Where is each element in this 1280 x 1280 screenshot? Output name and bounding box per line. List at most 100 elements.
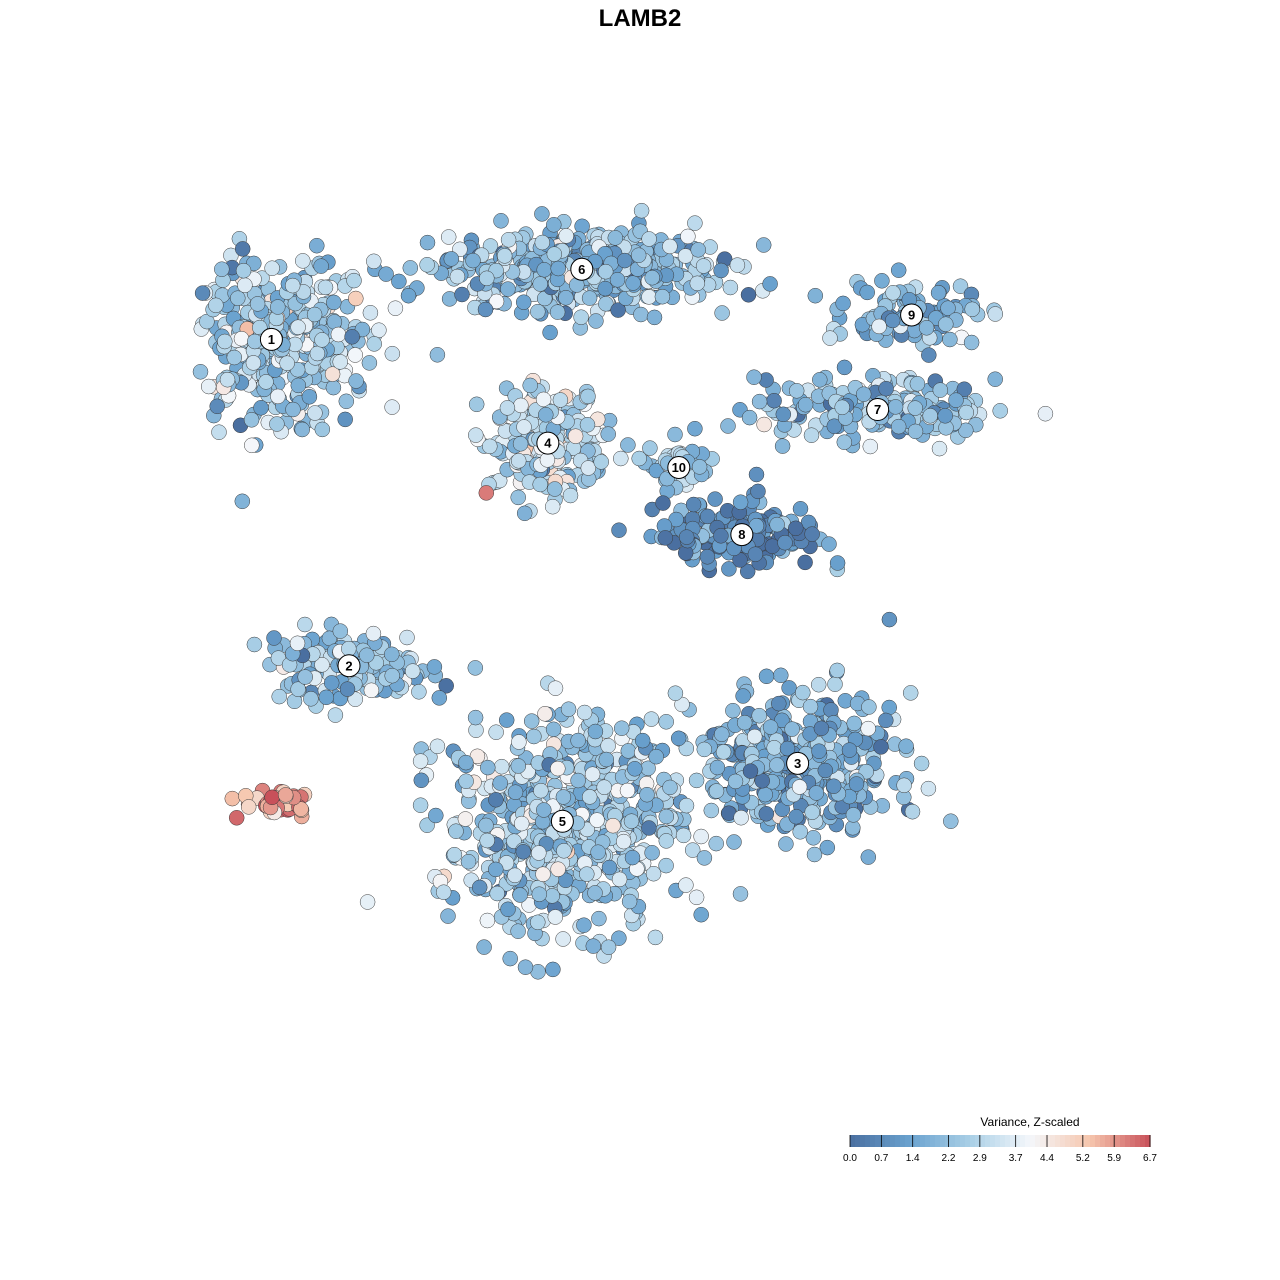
- scatter-point: [558, 228, 574, 244]
- scatter-point: [324, 366, 341, 382]
- legend-color-segment: [970, 1135, 976, 1147]
- scatter-point: [314, 332, 330, 348]
- scatter-point: [270, 299, 286, 315]
- scatter-point: [208, 297, 224, 314]
- scatter-point: [332, 623, 349, 639]
- scatter-point: [644, 845, 660, 861]
- scatter-point: [836, 434, 853, 450]
- scatter-point: [534, 234, 551, 251]
- scatter-point: [217, 333, 233, 350]
- scatter-point: [689, 275, 706, 292]
- scatter-point: [413, 772, 430, 789]
- scatter-point: [956, 381, 973, 397]
- scatter-point: [742, 763, 759, 779]
- legend-color-segment: [900, 1135, 906, 1147]
- scatter-point: [788, 520, 804, 537]
- scatter-point: [585, 938, 602, 954]
- scatter-point: [510, 489, 526, 506]
- scatter-point: [448, 823, 464, 839]
- scatter-point: [317, 279, 334, 296]
- scatter-point: [467, 709, 484, 726]
- scatter-point: [458, 754, 474, 771]
- scatter-point: [769, 757, 785, 773]
- legend-color-segment: [1125, 1135, 1131, 1147]
- scatter-point: [530, 303, 546, 320]
- scatter-point: [873, 739, 889, 755]
- scatter-point: [922, 408, 938, 424]
- scatter-point: [237, 277, 253, 293]
- scatter-point: [713, 262, 729, 279]
- scatter-point: [699, 549, 716, 565]
- legend-title: Variance, Z-scaled: [980, 1115, 1079, 1129]
- scatter-point: [987, 306, 1004, 322]
- scatter-point: [696, 850, 713, 866]
- legend-color-segment: [1065, 1135, 1071, 1147]
- scatter-point: [958, 404, 975, 421]
- scatter-point: [488, 724, 504, 740]
- scatter-point: [428, 807, 444, 824]
- scatter-point: [725, 702, 741, 719]
- scatter-point: [224, 790, 241, 807]
- scatter-point: [476, 939, 492, 955]
- scatter-point: [805, 830, 822, 846]
- scatter-point: [400, 287, 417, 304]
- scatter-point: [544, 498, 561, 515]
- legend-color-segment: [865, 1135, 871, 1147]
- legend-color-segment: [1135, 1135, 1141, 1147]
- scatter-point: [762, 276, 778, 292]
- legend-tick-label: 1.4: [906, 1153, 920, 1164]
- scatter-point: [909, 376, 926, 392]
- scatter-point: [746, 369, 762, 385]
- scatter-point: [513, 397, 529, 414]
- scatter-point: [861, 699, 877, 715]
- scatter-point: [904, 803, 921, 820]
- scatter-point: [641, 289, 657, 305]
- scatter-point: [399, 629, 415, 646]
- scatter-point: [739, 563, 756, 580]
- legend-color-segment: [935, 1135, 941, 1147]
- scatter-point: [387, 300, 404, 316]
- scatter-point: [270, 388, 286, 405]
- scatter-point: [512, 887, 528, 903]
- scatter-point: [536, 262, 552, 278]
- scatter-point: [271, 688, 287, 705]
- scatter-point: [584, 766, 601, 782]
- scatter-point: [600, 426, 616, 442]
- scatter-point: [597, 263, 614, 280]
- scatter-point: [346, 272, 362, 289]
- scatter-point: [802, 698, 819, 715]
- scatter-point: [318, 689, 335, 706]
- legend-color-segment: [875, 1135, 881, 1147]
- scatter-point: [435, 884, 452, 900]
- scatter-point: [500, 281, 516, 297]
- scatter-point: [338, 393, 355, 410]
- scatter-point: [878, 712, 894, 729]
- legend-color-segment: [1025, 1135, 1031, 1147]
- scatter-point: [748, 466, 765, 483]
- scatter-point: [547, 481, 563, 497]
- scatter-point: [836, 359, 853, 376]
- scatter-point: [678, 797, 695, 814]
- scatter-point: [881, 699, 897, 716]
- scatter-point: [621, 893, 638, 910]
- scatter-point: [822, 330, 838, 346]
- scatter-point: [827, 676, 843, 692]
- scatter-point: [249, 296, 266, 312]
- scatter-point: [326, 294, 342, 311]
- scatter-point: [791, 779, 808, 795]
- scatter-point: [219, 371, 236, 388]
- scatter-point: [266, 630, 282, 646]
- scatter-point: [314, 421, 331, 438]
- scatter-point: [677, 248, 694, 264]
- scatter-point: [309, 237, 325, 254]
- scatter-point: [709, 759, 726, 776]
- scatter-point: [616, 252, 633, 269]
- scatter-point: [658, 808, 675, 825]
- scatter-point: [488, 293, 505, 310]
- scatter-point: [330, 326, 347, 343]
- scatter-point: [384, 345, 401, 362]
- cluster-label-8: 8: [730, 523, 754, 547]
- scatter-point: [384, 646, 400, 663]
- scatter-point: [713, 528, 729, 544]
- legend-color-segment: [860, 1135, 866, 1147]
